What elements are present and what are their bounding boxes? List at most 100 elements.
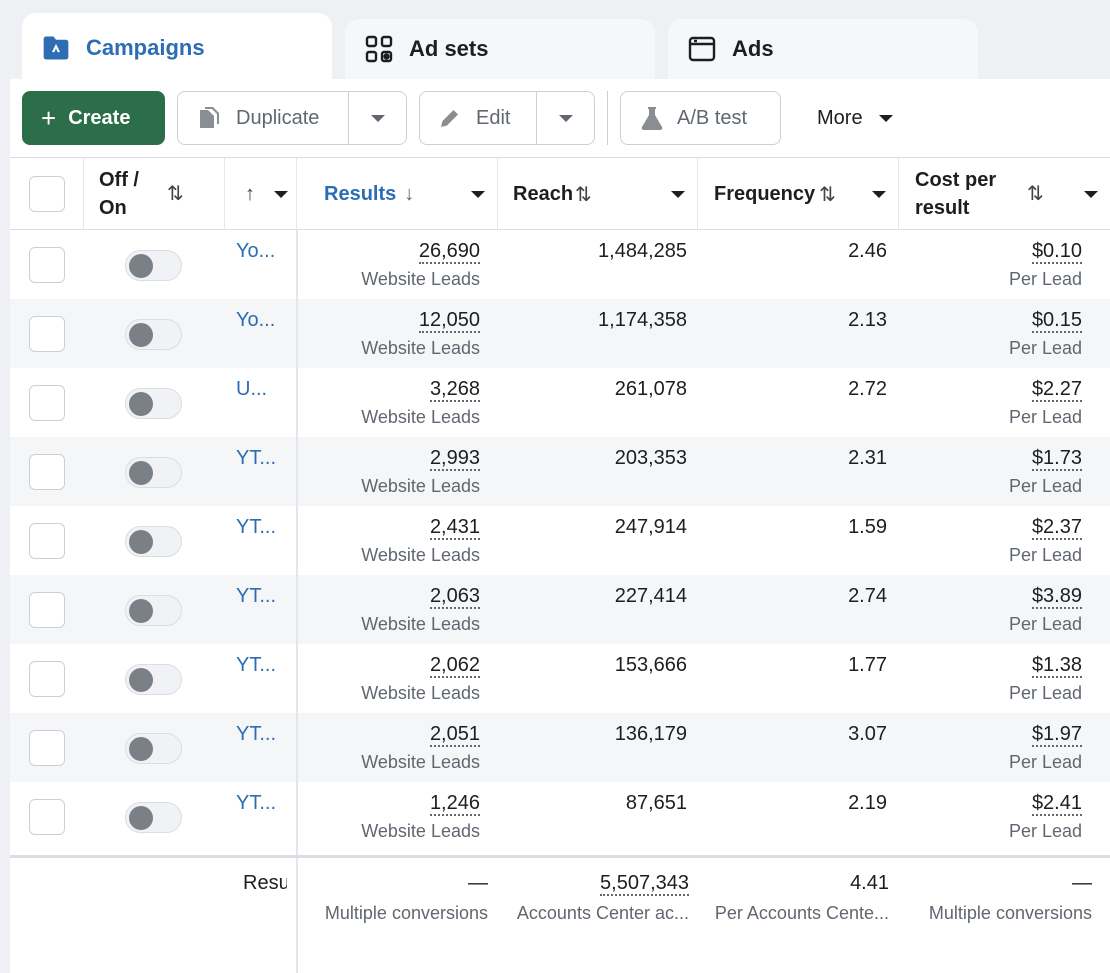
- table-row[interactable]: YT... 2,051 Website Leads 136,179 3.07 $…: [10, 713, 1110, 782]
- row-checkbox[interactable]: [29, 453, 65, 490]
- frequency-cell: 2.72: [698, 378, 887, 447]
- toggle-knob: [129, 461, 153, 485]
- flask-icon: [641, 105, 663, 131]
- campaign-name-link[interactable]: YT...: [236, 447, 277, 469]
- campaign-name-link[interactable]: YT...: [236, 516, 277, 538]
- sort-up-icon: ↑: [245, 182, 255, 205]
- sort-both-icon: ⇅: [819, 183, 836, 206]
- results-type: Website Leads: [361, 614, 480, 634]
- campaign-name-link[interactable]: YT...: [236, 654, 277, 676]
- results-cell: 12,050 Website Leads: [297, 309, 480, 378]
- column-title: Reach: [513, 182, 574, 205]
- header-reach[interactable]: Reach ⇅: [498, 158, 698, 230]
- table-row[interactable]: YT... 2,431 Website Leads 247,914 1.59 $…: [10, 506, 1110, 575]
- more-button[interactable]: More: [800, 91, 910, 145]
- campaign-name-link[interactable]: YT...: [236, 792, 277, 814]
- totals-reach-value: 5,507,343: [600, 872, 689, 896]
- reach-cell: 1,484,285: [498, 240, 687, 309]
- ab-test-button[interactable]: A/B test: [620, 91, 781, 145]
- campaign-toggle[interactable]: [125, 595, 182, 626]
- reach-cell: 87,651: [498, 792, 687, 861]
- frequency-value: 2.72: [848, 378, 887, 400]
- row-checkbox[interactable]: [29, 315, 65, 352]
- results-cell: 2,062 Website Leads: [297, 654, 480, 723]
- cost-value: $2.27: [1031, 378, 1082, 402]
- create-button[interactable]: + Create: [22, 91, 165, 145]
- totals-results-value: —: [468, 872, 488, 894]
- pencil-icon: [438, 106, 462, 130]
- table-row[interactable]: Yo... 12,050 Website Leads 1,174,358 2.1…: [10, 299, 1110, 368]
- campaign-name-link[interactable]: Yo...: [236, 240, 276, 262]
- table-row[interactable]: YT... 2,063 Website Leads 227,414 2.74 $…: [10, 575, 1110, 644]
- header-frequency[interactable]: Frequency ⇅: [698, 158, 899, 230]
- tab-label: Ad sets: [409, 36, 489, 61]
- reach-value: 247,914: [614, 516, 687, 538]
- campaign-name-link[interactable]: YT...: [236, 723, 277, 745]
- frequency-cell: 3.07: [698, 723, 887, 792]
- row-select: [10, 782, 84, 851]
- row-checkbox[interactable]: [29, 729, 65, 766]
- edit-dropdown[interactable]: [536, 92, 594, 144]
- campaign-toggle[interactable]: [125, 526, 182, 557]
- campaign-toggle[interactable]: [125, 250, 182, 281]
- cost-value: $0.15: [1031, 309, 1082, 333]
- duplicate-button[interactable]: Duplicate: [178, 92, 319, 144]
- frozen-column-divider: [296, 858, 298, 973]
- tab-label: Campaigns: [86, 35, 205, 60]
- campaign-toggle[interactable]: [125, 802, 182, 833]
- reach-value: 261,078: [614, 378, 687, 400]
- duplicate-dropdown[interactable]: [348, 92, 406, 144]
- frequency-value: 2.19: [848, 792, 887, 814]
- frequency-cell: 1.59: [698, 516, 887, 585]
- header-cost-per-result[interactable]: Cost per result ⇅: [899, 158, 1110, 230]
- campaign-name-link[interactable]: U...: [236, 378, 268, 400]
- table-row[interactable]: YT... 2,062 Website Leads 153,666 1.77 $…: [10, 644, 1110, 713]
- results-cell: 1,246 Website Leads: [297, 792, 480, 861]
- more-label: More: [817, 106, 863, 129]
- cost-type: Per Lead: [1008, 683, 1082, 703]
- campaign-name-link[interactable]: Yo...: [236, 309, 276, 331]
- results-type: Website Leads: [361, 752, 480, 772]
- edit-button[interactable]: Edit: [420, 92, 510, 144]
- table-row[interactable]: YT... 2,993 Website Leads 203,353 2.31 $…: [10, 437, 1110, 506]
- reach-value: 87,651: [625, 792, 687, 814]
- toolbar: + Create Duplicate Edit: [10, 79, 1110, 157]
- campaign-toggle[interactable]: [125, 733, 182, 764]
- table-row[interactable]: U... 3,268 Website Leads 261,078 2.72 $2…: [10, 368, 1110, 437]
- toggle-knob: [129, 668, 153, 692]
- header-name[interactable]: ↑: [225, 158, 297, 230]
- reach-value: 203,353: [614, 447, 687, 469]
- row-checkbox[interactable]: [29, 591, 65, 628]
- frequency-cell: 2.46: [698, 240, 887, 309]
- campaign-name-link[interactable]: YT...: [236, 585, 277, 607]
- row-checkbox[interactable]: [29, 522, 65, 559]
- campaign-toggle[interactable]: [125, 319, 182, 350]
- sort-both-icon: ⇅: [575, 183, 592, 206]
- table-row[interactable]: Yo... 26,690 Website Leads 1,484,285 2.4…: [10, 230, 1110, 299]
- row-checkbox[interactable]: [29, 660, 65, 697]
- totals-reach-sub: Accounts Center ac...: [516, 903, 689, 923]
- frequency-cell: 2.31: [698, 447, 887, 516]
- table-row[interactable]: YT... 1,246 Website Leads 87,651 2.19 $2…: [10, 782, 1110, 851]
- campaign-toggle[interactable]: [125, 664, 182, 695]
- row-checkbox[interactable]: [29, 246, 65, 283]
- totals-cost-sub: Multiple conversions: [928, 903, 1092, 923]
- frequency-value: 2.74: [848, 585, 887, 607]
- results-type: Website Leads: [361, 338, 480, 358]
- edit-label: Edit: [476, 106, 511, 129]
- select-all-checkbox[interactable]: [28, 176, 65, 212]
- row-select: [10, 575, 84, 644]
- header-results[interactable]: Results ↓: [297, 158, 498, 230]
- row-checkbox[interactable]: [29, 798, 65, 835]
- tab-campaigns[interactable]: Campaigns: [22, 13, 332, 83]
- campaign-toggle[interactable]: [125, 388, 182, 419]
- column-title: Off / On: [99, 169, 139, 219]
- tab-ad-sets[interactable]: Ad sets: [345, 19, 655, 79]
- chevron-down-icon: [1084, 191, 1098, 198]
- tab-ads[interactable]: Ads: [668, 19, 978, 79]
- header-off-on[interactable]: Off / On ⇅: [84, 158, 225, 230]
- campaign-toggle[interactable]: [125, 457, 182, 488]
- row-select: [10, 299, 84, 368]
- results-cell: 2,063 Website Leads: [297, 585, 480, 654]
- row-checkbox[interactable]: [29, 384, 65, 421]
